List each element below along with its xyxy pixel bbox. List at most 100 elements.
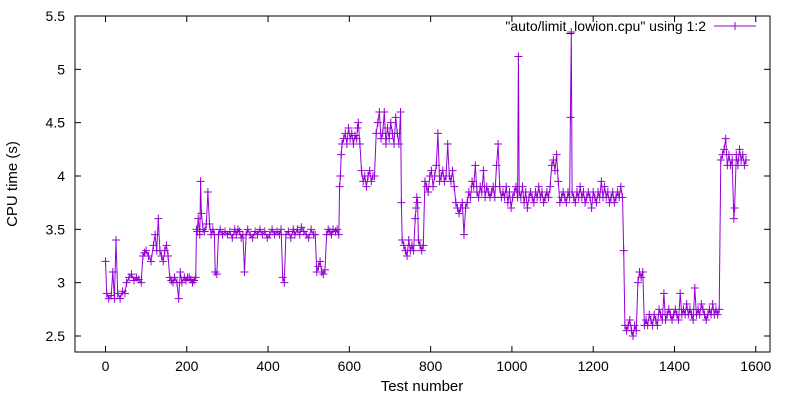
data-point — [715, 305, 724, 314]
data-point — [597, 177, 606, 186]
data-point — [494, 140, 503, 148]
data-point — [394, 140, 403, 148]
data-point — [438, 166, 447, 175]
data-point — [424, 188, 433, 196]
data-point — [370, 172, 379, 180]
data-point — [205, 220, 214, 228]
data-point — [140, 248, 149, 257]
data-point — [195, 230, 204, 239]
data-point — [284, 227, 293, 236]
data-point — [331, 227, 340, 236]
data-point — [633, 278, 642, 287]
data-point — [304, 233, 313, 242]
data-point — [427, 166, 436, 175]
data-point — [377, 134, 386, 143]
data-point — [243, 225, 252, 234]
data-point — [319, 270, 328, 279]
data-point — [170, 273, 179, 282]
data-point — [203, 188, 212, 196]
data-point — [412, 193, 421, 202]
data-point — [409, 246, 418, 255]
x-axis-title: Test number — [381, 378, 464, 395]
data-point — [225, 227, 234, 236]
data-point — [520, 198, 529, 207]
data-point — [502, 182, 511, 191]
data-point — [200, 227, 209, 236]
x-axis: 0 200 400 600 800 1000 1200 1400 1600 — [102, 16, 772, 374]
y-tick-label: 5.5 — [46, 8, 66, 24]
data-point — [337, 150, 346, 159]
data-point — [514, 52, 523, 61]
data-point — [199, 225, 208, 234]
data-point — [212, 270, 221, 279]
data-point — [293, 225, 302, 234]
data-point — [414, 236, 423, 244]
legend-marker-plus — [731, 22, 739, 30]
data-point — [411, 214, 420, 223]
series-line — [105, 31, 747, 337]
data-point — [516, 193, 525, 202]
data-point — [154, 214, 163, 223]
data-point — [638, 268, 647, 276]
data-point — [160, 246, 169, 255]
data-point — [228, 233, 237, 242]
data-point — [196, 177, 205, 186]
data-point — [544, 193, 553, 202]
data-point — [268, 225, 277, 234]
data-point — [237, 233, 246, 242]
data-point — [194, 214, 203, 223]
data-point — [307, 225, 316, 234]
data-point — [181, 276, 190, 285]
data-point — [391, 113, 400, 122]
data-point — [151, 230, 160, 239]
data-point — [233, 225, 242, 234]
data-point — [411, 204, 420, 212]
data-point — [461, 204, 470, 212]
data-point — [616, 182, 625, 191]
data-point — [378, 129, 387, 138]
series-markers — [101, 28, 751, 340]
data-point — [352, 134, 361, 143]
data-point — [487, 188, 496, 196]
data-point — [637, 273, 646, 282]
data-point — [142, 246, 151, 255]
data-point — [726, 161, 735, 170]
data-point — [144, 252, 153, 260]
data-point — [500, 193, 509, 202]
data-point — [383, 124, 392, 132]
data-point — [197, 209, 206, 218]
data-point — [728, 156, 737, 164]
x-tick-label: 1600 — [740, 358, 771, 374]
data-point — [729, 214, 738, 223]
data-point — [317, 268, 326, 276]
data-point — [619, 246, 628, 255]
data-point — [448, 166, 457, 175]
data-point — [177, 278, 186, 287]
data-point — [122, 278, 131, 287]
data-point — [335, 182, 344, 191]
y-tick-label: 3 — [57, 275, 65, 291]
data-point — [618, 193, 627, 202]
data-point — [742, 156, 751, 164]
data-point — [455, 209, 464, 218]
data-point — [351, 131, 360, 140]
x-tick-label: 1200 — [578, 358, 609, 374]
data-point — [112, 236, 121, 244]
x-tick-label: 200 — [175, 358, 199, 374]
data-point — [459, 230, 468, 239]
data-point — [393, 129, 402, 138]
data-point — [362, 182, 371, 191]
data-point — [592, 198, 601, 207]
data-point — [347, 129, 356, 138]
data-point — [399, 241, 408, 250]
data-point — [690, 284, 699, 292]
data-point — [549, 156, 558, 164]
data-point — [137, 278, 146, 287]
data-point — [147, 257, 156, 266]
data-point — [630, 321, 639, 330]
y-tick-label: 5 — [57, 61, 65, 77]
data-point — [407, 241, 416, 250]
data-point — [529, 198, 538, 207]
data-point — [277, 225, 286, 234]
